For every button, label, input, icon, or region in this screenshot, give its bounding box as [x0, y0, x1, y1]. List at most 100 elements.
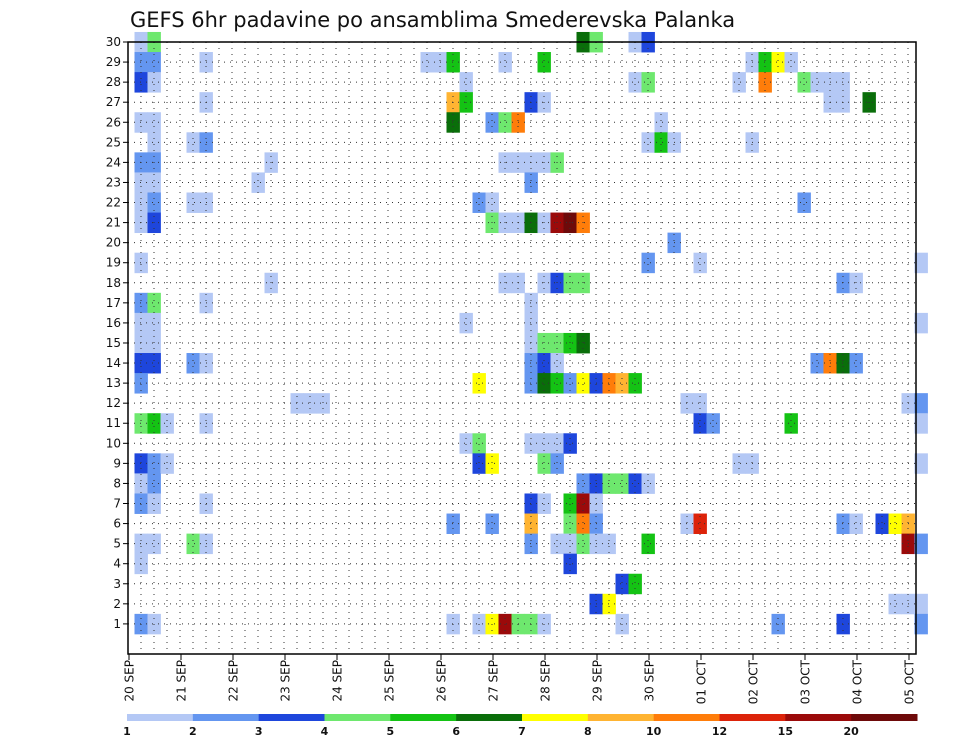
y-tick-label: 28 — [106, 75, 121, 89]
colorbar-swatch — [390, 714, 457, 721]
heatmap-cell — [576, 373, 590, 394]
heatmap-cell — [914, 312, 928, 334]
heatmap-cell — [134, 332, 148, 354]
heatmap-cell — [134, 172, 148, 193]
heatmap-cell — [550, 353, 564, 374]
colorbar-swatch — [785, 714, 852, 721]
heatmap-cell — [784, 52, 798, 73]
y-tick-label: 26 — [106, 115, 121, 129]
colorbar-label: 6 — [452, 725, 460, 738]
heatmap-cell — [134, 353, 148, 374]
heatmap-cell — [628, 373, 642, 394]
colorbar-label: 2 — [189, 725, 197, 738]
colorbar-swatch — [192, 714, 260, 721]
heatmap-cell — [134, 292, 148, 314]
colorbar-label: 12 — [712, 725, 727, 738]
y-tick-label: 21 — [106, 216, 121, 230]
heatmap-cell — [641, 252, 655, 274]
heatmap-cell — [914, 413, 928, 434]
dotted-grid — [128, 41, 916, 654]
heatmap-cell — [693, 413, 707, 434]
heatmap-cell — [602, 533, 616, 555]
heatmap-cell — [160, 453, 174, 474]
heatmap-cell — [550, 373, 564, 394]
y-tick-label: 24 — [106, 155, 121, 169]
heatmap-cell — [810, 353, 824, 374]
x-axis: 20 SEP 21 SEP 22 SEP 23 SEP 24 SEP 25 SEP 26 S… — [123, 654, 917, 704]
y-tick-label: 17 — [106, 296, 121, 310]
heatmap-cell — [134, 192, 148, 213]
heatmap-cell — [147, 312, 161, 334]
heatmap-cell — [693, 252, 707, 274]
x-tick-label: 29 SEP — [591, 660, 605, 702]
colorbar-swatch — [456, 714, 523, 721]
heatmap-cell — [758, 72, 772, 93]
heatmap-cell — [251, 172, 265, 193]
x-tick-label: 28 SEP — [539, 660, 553, 702]
heatmap-cell — [485, 453, 499, 474]
heatmap-cell — [849, 353, 863, 374]
colorbar-swatch — [653, 714, 720, 721]
heatmap-cell — [147, 533, 161, 555]
heatmap-cell — [147, 493, 161, 514]
heatmap-cell — [134, 373, 148, 394]
heatmap-cell — [290, 393, 304, 414]
heatmap-cell — [134, 493, 148, 514]
heatmap-cell — [563, 332, 577, 354]
heatmap-cell — [134, 72, 148, 93]
x-tick-label: 04 OCT — [851, 659, 865, 704]
x-tick-label: 05 OCT — [903, 659, 917, 704]
heatmap-cell — [524, 332, 538, 354]
heatmap-cell — [888, 593, 902, 615]
heatmap-cell — [654, 132, 668, 153]
heatmap-cell — [134, 413, 148, 434]
heatmap-cell — [563, 533, 577, 555]
heatmap-cell — [147, 72, 161, 93]
y-tick-label: 15 — [106, 336, 121, 350]
y-tick-label: 20 — [106, 236, 121, 250]
heatmap-cell — [563, 493, 577, 514]
heatmap-cell — [459, 433, 473, 454]
heatmap-cell — [797, 72, 811, 93]
heatmap-cell — [485, 513, 499, 535]
colorbar-swatch — [719, 714, 786, 721]
heatmap-cell — [563, 433, 577, 454]
heatmap-cell — [485, 112, 499, 133]
heatmap-cell — [134, 252, 148, 274]
y-tick-label: 25 — [106, 135, 121, 149]
heatmap-cell — [563, 373, 577, 394]
heatmap-cell — [914, 533, 928, 555]
heatmap-cell — [628, 473, 642, 494]
heatmap-cell — [524, 373, 538, 394]
heatmap-cell — [576, 533, 590, 555]
y-tick-label: 6 — [113, 517, 121, 531]
heatmap-cell — [446, 112, 460, 133]
heatmap-cell — [628, 72, 642, 93]
x-tick-label: 03 OCT — [799, 659, 813, 704]
heatmap-cell — [134, 453, 148, 474]
heatmap-cell — [537, 332, 551, 354]
heatmap-cell — [641, 473, 655, 494]
heatmap-cell — [797, 192, 811, 213]
heatmap-cell — [485, 192, 499, 213]
heatmap-cells — [134, 31, 928, 635]
heatmap-cell — [472, 453, 486, 474]
heatmap-cell — [602, 373, 616, 394]
heatmap-cell — [732, 72, 746, 93]
heatmap-cell — [147, 353, 161, 374]
heatmap-cell — [576, 332, 590, 354]
y-tick-label: 9 — [113, 456, 121, 470]
heatmap-cell — [524, 312, 538, 334]
heatmap-cell — [134, 312, 148, 334]
heatmap-cell — [576, 513, 590, 535]
heatmap-cell — [888, 513, 902, 535]
heatmap-cell — [771, 52, 785, 73]
y-tick-label: 7 — [113, 497, 121, 511]
heatmap-cell — [537, 493, 551, 514]
heatmap-cell — [134, 112, 148, 133]
heatmap-cell — [615, 373, 629, 394]
heatmap-cell — [836, 72, 850, 93]
heatmap-cell — [524, 513, 538, 535]
heatmap-cell — [914, 613, 928, 635]
heatmap-cell — [524, 493, 538, 514]
